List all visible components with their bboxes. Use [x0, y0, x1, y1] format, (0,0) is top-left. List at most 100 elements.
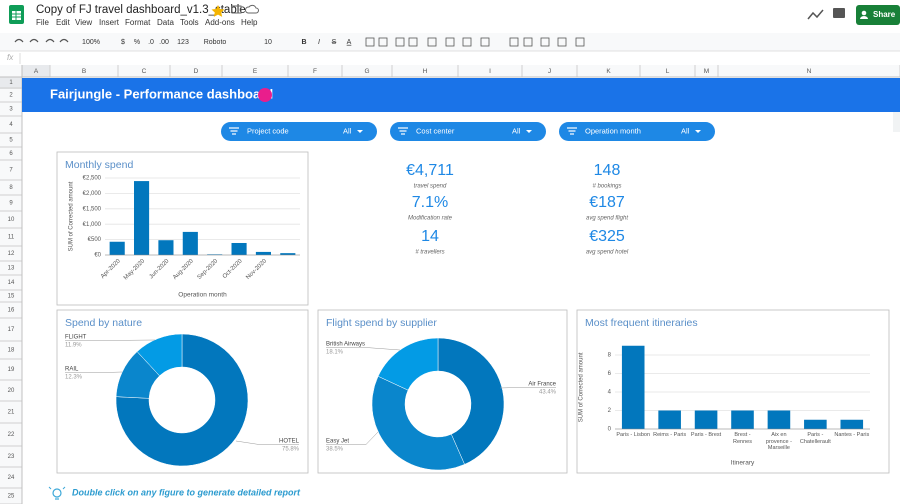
- toolbar-icon[interactable]: [395, 37, 405, 47]
- toolbar-item[interactable]: $: [121, 39, 125, 46]
- bar[interactable]: [207, 254, 223, 255]
- toolbar-item[interactable]: 10: [264, 39, 272, 46]
- bar[interactable]: [621, 345, 645, 429]
- toolbar-icon[interactable]: [462, 37, 472, 47]
- bar[interactable]: [109, 241, 125, 255]
- kpi-value[interactable]: 148: [594, 162, 621, 179]
- bar[interactable]: [134, 181, 150, 255]
- menu-item[interactable]: Data: [157, 18, 174, 27]
- filter-label[interactable]: Project code: [247, 126, 289, 135]
- move-icon[interactable]: [231, 5, 242, 14]
- toolbar-item[interactable]: I: [318, 39, 320, 46]
- kpi-value[interactable]: 7.1%: [412, 194, 448, 211]
- selected-column: [22, 65, 50, 77]
- filter-label[interactable]: Operation month: [585, 126, 641, 135]
- filter-label[interactable]: Cost center: [416, 126, 455, 135]
- bar[interactable]: [231, 242, 247, 255]
- toolbar-item[interactable]: %: [134, 39, 140, 46]
- row-label: 17: [8, 327, 15, 333]
- activity-icon[interactable]: [807, 9, 824, 20]
- donut-slice[interactable]: [377, 337, 439, 391]
- toolbar-item[interactable]: S: [332, 39, 337, 46]
- menu-item[interactable]: Tools: [180, 18, 199, 27]
- kpi-label: Modification rate: [408, 216, 453, 222]
- bar[interactable]: [731, 410, 754, 430]
- print-icon[interactable]: [45, 38, 55, 43]
- undo-icon[interactable]: [14, 38, 24, 43]
- donut-slice[interactable]: [136, 333, 183, 377]
- kpi-value[interactable]: €4,711: [406, 162, 454, 179]
- row-label: 16: [8, 308, 15, 314]
- row-label: 15: [8, 294, 15, 300]
- bar[interactable]: [658, 410, 681, 430]
- bar[interactable]: [255, 251, 271, 255]
- toolbar-icon[interactable]: [408, 37, 418, 47]
- donut-slice[interactable]: [437, 337, 505, 465]
- y-axis-label: SUM of Corrected amount: [69, 181, 75, 251]
- toolbar-icon[interactable]: [557, 37, 567, 47]
- menu-item[interactable]: Edit: [56, 18, 71, 27]
- bar[interactable]: [767, 410, 791, 430]
- bar[interactable]: [158, 240, 174, 255]
- share-button[interactable]: [856, 5, 900, 25]
- document-title[interactable]: Copy of FJ travel dashboard_v1.3_stable: [36, 4, 246, 16]
- slice-label: RAIL: [65, 367, 79, 373]
- column-label: A: [34, 68, 39, 75]
- toolbar-icon[interactable]: [480, 37, 490, 47]
- bar[interactable]: [694, 410, 718, 430]
- donut-slice[interactable]: [115, 333, 249, 467]
- toolbar-item[interactable]: .00: [159, 39, 169, 46]
- bar[interactable]: [182, 231, 198, 255]
- toolbar-item[interactable]: A: [347, 39, 352, 46]
- row-label: 23: [8, 454, 15, 460]
- headers: A B C D E F G H I J K L M N12345678910111213141516171…: [0, 65, 900, 504]
- toolbar-icon[interactable]: [575, 37, 585, 47]
- menu-item[interactable]: File: [36, 18, 49, 27]
- row-label: 5: [9, 138, 13, 144]
- filter-control[interactable]: [559, 122, 715, 141]
- filter-control[interactable]: [221, 122, 377, 141]
- y-tick-label: €2,000: [83, 191, 102, 197]
- bar[interactable]: [804, 419, 827, 429]
- filter-value[interactable]: All: [512, 126, 521, 135]
- menu-item[interactable]: Insert: [99, 18, 120, 27]
- row-label: 14: [8, 280, 15, 286]
- toolbar-icon[interactable]: [378, 37, 388, 47]
- menu-item[interactable]: Help: [241, 18, 258, 27]
- toolbar-icon[interactable]: [427, 37, 437, 47]
- toolbar-icon[interactable]: [540, 37, 550, 47]
- toolbar-item[interactable]: .0: [148, 39, 154, 46]
- toolbar-item[interactable]: B: [301, 39, 306, 46]
- x-tick-label-box: Paris - Chatellerault: [799, 432, 831, 445]
- donut-slice[interactable]: [371, 375, 465, 471]
- kpi-value[interactable]: €187: [589, 194, 625, 211]
- bar[interactable]: [840, 419, 864, 429]
- toolbar-item[interactable]: 100%: [82, 39, 100, 46]
- bar[interactable]: [280, 253, 296, 255]
- toolbar-item[interactable]: Roboto: [204, 39, 227, 46]
- star-icon[interactable]: [211, 5, 225, 17]
- comments-icon[interactable]: [833, 8, 845, 18]
- leader-line: [499, 387, 556, 389]
- paint-format-icon[interactable]: [59, 38, 69, 43]
- chart-card[interactable]: [56, 151, 309, 306]
- toolbar-icon[interactable]: [509, 37, 519, 47]
- toolbar-icon[interactable]: [365, 37, 375, 47]
- x-tick-label: Paris - Chatellerault: [799, 432, 831, 445]
- x-tick-label: Nantes - Paris: [834, 432, 870, 438]
- filter-value[interactable]: All: [681, 126, 690, 135]
- filter-value[interactable]: All: [343, 126, 352, 135]
- redo-icon[interactable]: [29, 38, 39, 43]
- menu-item[interactable]: View: [75, 18, 92, 27]
- column-label: B: [82, 68, 86, 75]
- toolbar-icon[interactable]: [523, 37, 533, 47]
- menu-item[interactable]: Format: [125, 18, 151, 27]
- kpi-value[interactable]: €325: [589, 228, 625, 245]
- toolbar-item[interactable]: 123: [177, 39, 189, 46]
- menu-item[interactable]: Add-ons: [205, 18, 235, 27]
- row-label: 8: [9, 185, 13, 191]
- toolbar-icon[interactable]: [445, 37, 455, 47]
- kpi-value[interactable]: 14: [421, 228, 439, 245]
- filter-control[interactable]: [390, 122, 546, 141]
- share-label[interactable]: Share: [873, 10, 896, 19]
